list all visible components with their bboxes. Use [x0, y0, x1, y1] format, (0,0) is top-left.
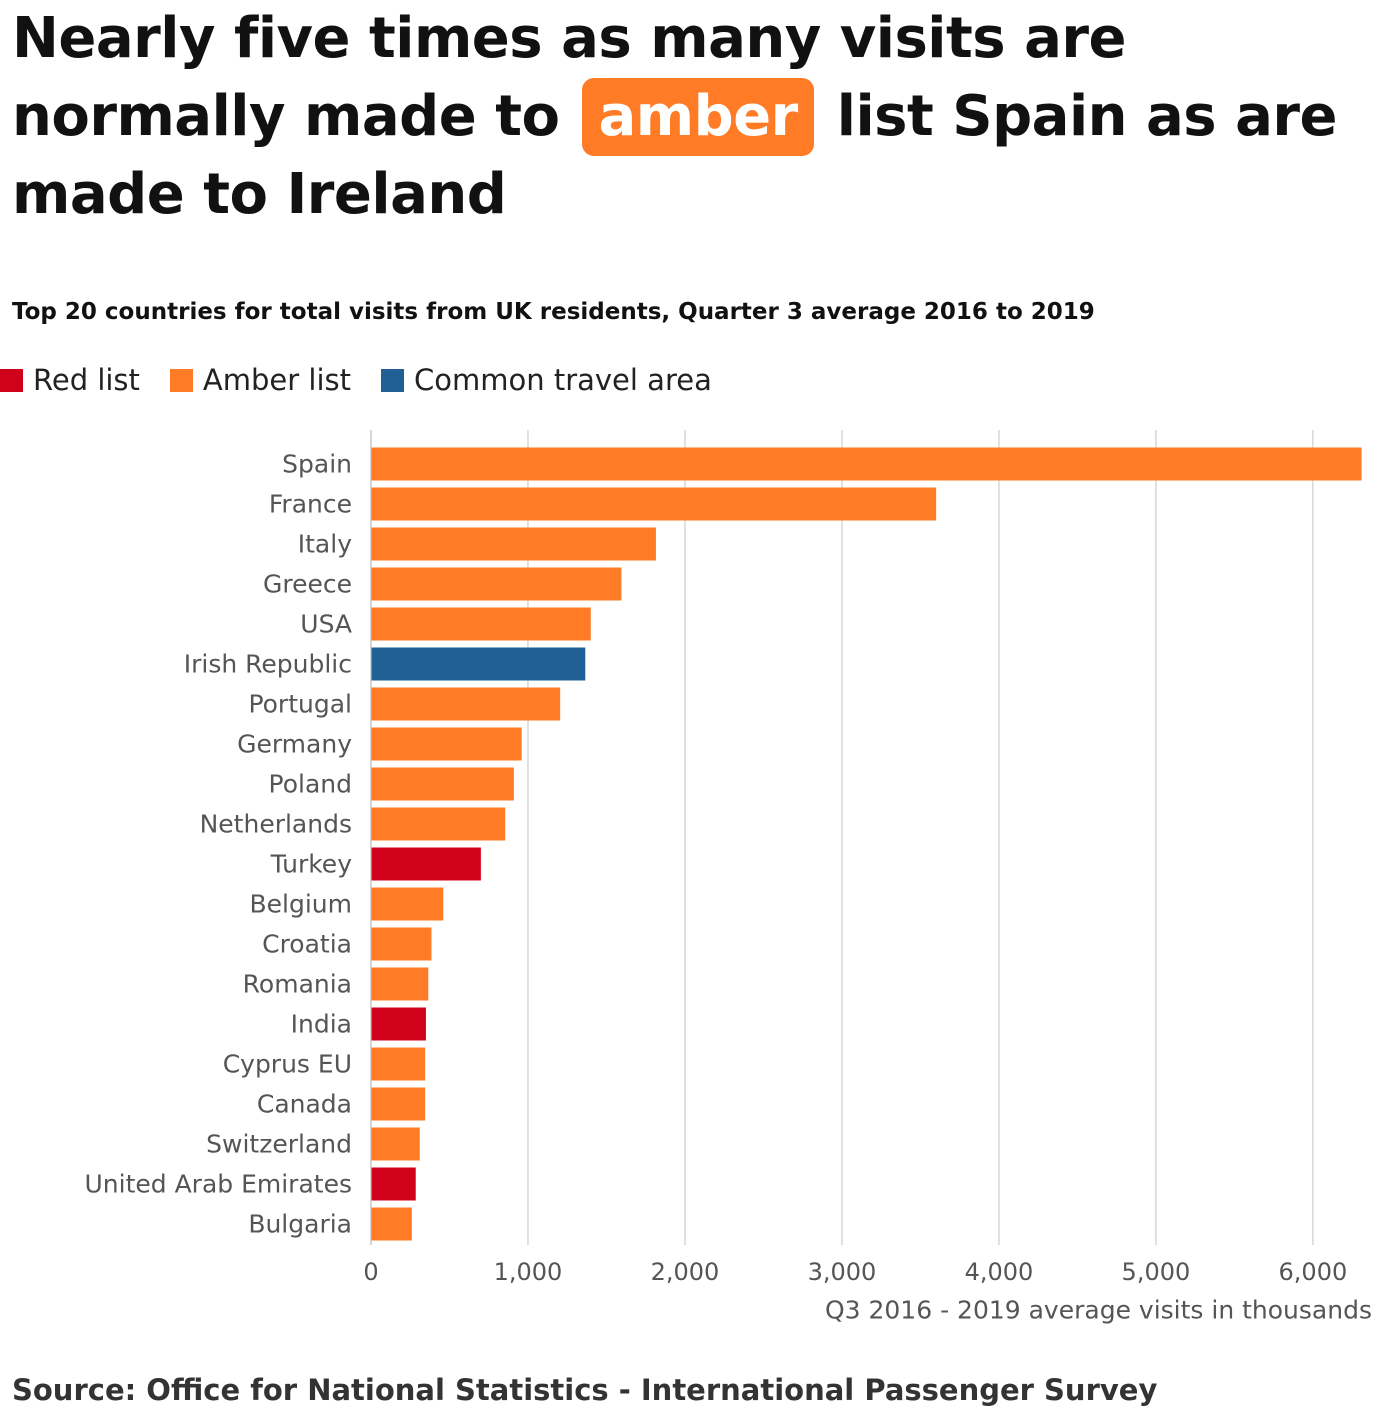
category-label-bulgaria: Bulgaria — [248, 1210, 352, 1239]
legend-label-red-list: Red list — [33, 363, 140, 397]
x-tick-label-2000: 2,000 — [651, 1258, 720, 1286]
category-label-romania: Romania — [243, 970, 352, 999]
category-label-poland: Poland — [269, 770, 352, 799]
legend-swatch-amber-list — [169, 368, 193, 392]
bar-turkey — [371, 847, 481, 881]
headline: Nearly five times as many visits are nor… — [12, 0, 1367, 234]
category-label-greece: Greece — [263, 570, 352, 599]
bar-romania — [371, 967, 429, 1001]
category-label-india: India — [291, 1010, 352, 1039]
chart-legend: Red list Amber list Common travel area — [0, 360, 742, 400]
bar-cyprus-eu — [371, 1047, 426, 1081]
x-tick-label-5000: 5,000 — [1122, 1258, 1191, 1286]
bar-india — [371, 1007, 426, 1041]
bar-united-arab-emirates — [371, 1167, 416, 1201]
headline-highlight-amber: amber — [582, 78, 814, 156]
headline-text-before: Nearly five times as many visits are nor… — [12, 6, 1126, 149]
legend-swatch-common-travel-area — [381, 368, 404, 392]
category-label-croatia: Croatia — [262, 930, 352, 959]
bar-greece — [371, 567, 622, 601]
source-note: Source: Office for National Statistics -… — [12, 1373, 1158, 1407]
bar-italy — [371, 527, 656, 561]
x-axis-title: Q3 2016 - 2019 average visits in thousan… — [825, 1296, 1372, 1325]
bar-bulgaria — [371, 1207, 412, 1241]
bar-canada — [371, 1087, 426, 1121]
category-label-usa: USA — [300, 610, 352, 639]
x-tick-label-3000: 3,000 — [808, 1258, 877, 1286]
bar-france — [371, 487, 937, 521]
category-label-canada: Canada — [257, 1090, 352, 1119]
legend-item-common-travel-area: Common travel area — [381, 363, 712, 397]
bar-croatia — [371, 927, 432, 961]
bar-switzerland — [371, 1127, 420, 1161]
legend-label-common-travel-area: Common travel area — [414, 363, 712, 397]
x-tick-label-0: 0 — [363, 1258, 378, 1286]
bar-poland — [371, 767, 514, 801]
category-label-cyprus-eu: Cyprus EU — [223, 1050, 352, 1079]
chart-title: Top 20 countries for total visits from U… — [12, 299, 1095, 325]
bar-spain — [371, 447, 1362, 481]
category-label-irish-republic: Irish Republic — [184, 650, 352, 679]
category-label-italy: Italy — [298, 530, 352, 559]
category-label-switzerland: Switzerland — [206, 1130, 352, 1159]
category-label-belgium: Belgium — [250, 890, 353, 919]
legend-swatch-red-list — [0, 368, 23, 392]
category-label-united-arab-emirates: United Arab Emirates — [84, 1170, 352, 1199]
category-label-turkey: Turkey — [270, 850, 353, 879]
headline-text-after: list Spain as are made to Ireland — [12, 84, 1338, 227]
bar-chart: Spain France Italy Greece USA Irish Republic P… — [84, 430, 1372, 1325]
bar-germany — [371, 727, 522, 761]
category-label-spain: Spain — [282, 450, 352, 479]
bar-belgium — [371, 887, 444, 921]
bar-usa — [371, 607, 591, 641]
x-tick-label-1000: 1,000 — [494, 1258, 563, 1286]
category-label-portugal: Portugal — [248, 690, 352, 719]
bar-portugal — [371, 687, 561, 721]
legend-item-red-list: Red list — [0, 363, 140, 397]
x-tick-label-4000: 4,000 — [965, 1258, 1034, 1286]
x-tick-label-6000: 6,000 — [1279, 1258, 1348, 1286]
legend-label-amber-list: Amber list — [202, 363, 351, 397]
category-label-france: France — [269, 490, 352, 519]
bar-irish-republic — [371, 647, 586, 681]
category-label-netherlands: Netherlands — [200, 810, 352, 839]
bar-netherlands — [371, 807, 506, 841]
category-label-germany: Germany — [237, 730, 352, 759]
legend-item-amber-list: Amber list — [169, 363, 351, 397]
